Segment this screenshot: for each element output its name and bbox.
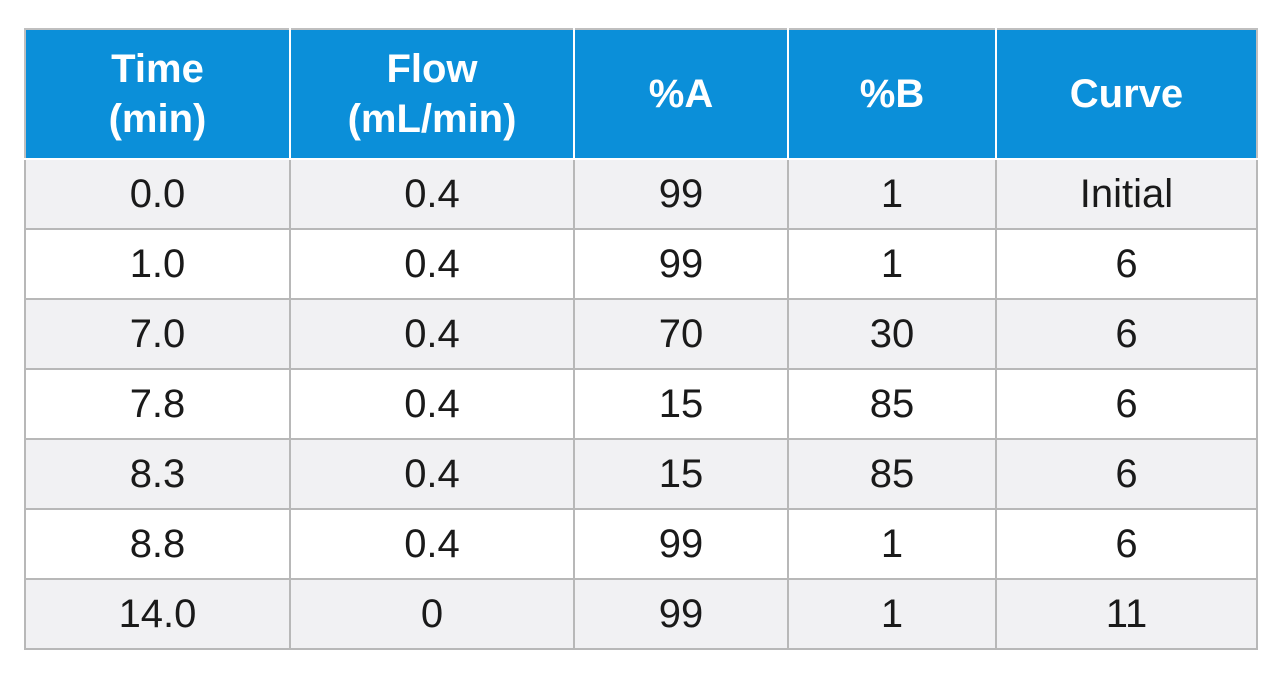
cell-time: 14.0 [24,578,291,650]
cell-percent-b: 1 [787,228,997,300]
header-percent-a-label: %A [648,72,714,116]
cell-time: 7.8 [24,368,291,440]
table-row: 14.0 0 99 1 11 [24,578,1258,650]
cell-time: 7.0 [24,298,291,370]
cell-curve: Initial [995,158,1258,230]
cell-percent-a: 15 [573,438,789,510]
cell-flow: 0.4 [289,438,575,510]
header-time-label: Time [111,47,204,91]
gradient-table-container: Time (min) Flow (mL/min) %A %B Curve [24,28,1258,650]
table-row: 1.0 0.4 99 1 6 [24,228,1258,300]
cell-percent-b: 85 [787,438,997,510]
cell-time: 8.3 [24,438,291,510]
cell-percent-a: 99 [573,158,789,230]
cell-percent-a: 70 [573,298,789,370]
header-percent-a: %A [573,28,789,160]
gradient-table: Time (min) Flow (mL/min) %A %B Curve [24,28,1258,650]
cell-flow: 0.4 [289,368,575,440]
cell-curve: 6 [995,508,1258,580]
table-body: 0.0 0.4 99 1 Initial 1.0 0.4 99 1 6 7.0 … [24,158,1258,650]
header-percent-b-label: %B [859,72,925,116]
cell-curve: 11 [995,578,1258,650]
table-row: 8.3 0.4 15 85 6 [24,438,1258,510]
cell-percent-b: 30 [787,298,997,370]
cell-flow: 0.4 [289,508,575,580]
table-row: 0.0 0.4 99 1 Initial [24,158,1258,230]
table-row: 8.8 0.4 99 1 6 [24,508,1258,580]
cell-percent-a: 99 [573,228,789,300]
cell-flow: 0.4 [289,298,575,370]
cell-percent-b: 1 [787,158,997,230]
table-row: 7.8 0.4 15 85 6 [24,368,1258,440]
header-time: Time (min) [24,28,291,160]
cell-percent-b: 1 [787,508,997,580]
cell-time: 0.0 [24,158,291,230]
header-flow-unit: (mL/min) [347,97,517,141]
header-flow: Flow (mL/min) [289,28,575,160]
cell-percent-a: 99 [573,508,789,580]
cell-curve: 6 [995,298,1258,370]
header-percent-b: %B [787,28,997,160]
cell-flow: 0.4 [289,228,575,300]
cell-flow: 0.4 [289,158,575,230]
table-header: Time (min) Flow (mL/min) %A %B Curve [24,28,1258,160]
header-flow-label: Flow [386,47,478,91]
header-row: Time (min) Flow (mL/min) %A %B Curve [24,28,1258,160]
header-curve: Curve [995,28,1258,160]
header-time-unit: (min) [108,97,207,141]
cell-curve: 6 [995,228,1258,300]
cell-percent-a: 99 [573,578,789,650]
cell-time: 8.8 [24,508,291,580]
cell-curve: 6 [995,438,1258,510]
table-row: 7.0 0.4 70 30 6 [24,298,1258,370]
cell-time: 1.0 [24,228,291,300]
cell-flow: 0 [289,578,575,650]
header-curve-label: Curve [1069,72,1184,116]
cell-curve: 6 [995,368,1258,440]
cell-percent-b: 85 [787,368,997,440]
cell-percent-a: 15 [573,368,789,440]
cell-percent-b: 1 [787,578,997,650]
